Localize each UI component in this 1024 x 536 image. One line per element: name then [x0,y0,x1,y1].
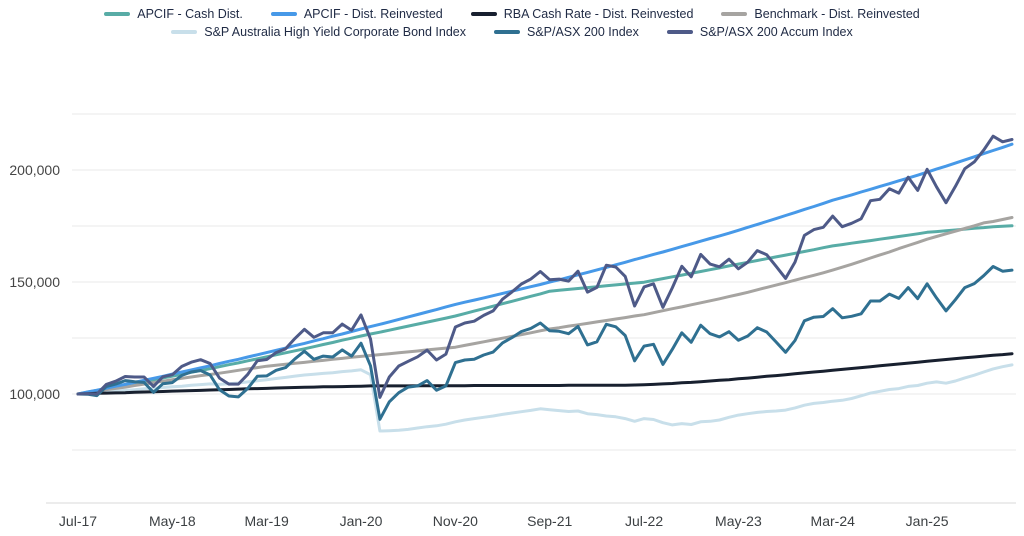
y-tick-label-100000: 100,000 [9,386,60,402]
legend-item-rba-cash-rate-dist-reinvested[interactable]: RBA Cash Rate - Dist. Reinvested [470,7,694,21]
x-tick-label-may-18: May-18 [148,513,196,529]
legend-item-s-p-asx-200-accum-index[interactable]: S&P/ASX 200 Accum Index [666,25,853,39]
legend-swatch-benchmark-dist-reinvested [721,12,748,16]
x-tick-label-nov-20: Nov-20 [432,513,478,529]
legend-swatch-apcif-cash-dist [104,12,131,16]
legend-label: RBA Cash Rate - Dist. Reinvested [503,7,694,21]
series-line-s-p-asx-200-index [76,265,1014,421]
series-line-benchmark-dist-reinvested [76,216,1014,396]
x-tick-label-may-23: May-23 [715,513,762,529]
legend-label: APCIF - Dist. Reinvested [303,7,443,21]
legend-label: S&P/ASX 200 Index [526,25,639,39]
x-tick-label-jan-20: Jan-20 [339,513,383,529]
x-tick-label-sep-21: Sep-21 [527,513,573,529]
y-tick-label-150000: 150,000 [9,274,60,290]
legend-item-benchmark-dist-reinvested[interactable]: Benchmark - Dist. Reinvested [721,7,920,21]
x-tick-label-mar-24: Mar-24 [810,513,855,529]
legend-row-2: S&P Australia High Yield Corporate Bond … [171,25,853,39]
legend-label: APCIF - Cash Dist. [137,7,243,21]
legend-swatch-s-p-asx-200-index [493,30,520,34]
x-tick-label-jul-17: Jul-17 [58,513,98,529]
legend-row-1: APCIF - Cash Dist. APCIF - Dist. Reinvest… [104,7,920,21]
x-tick-label-mar-19: Mar-19 [244,513,289,529]
chart-legend: APCIF - Cash Dist. APCIF - Dist. Reinvest… [0,7,1024,39]
legend-label: Benchmark - Dist. Reinvested [754,7,920,21]
series-line-apcif-dist-reinvested [76,142,1014,396]
legend-item-s-p-australia-high-yield-corporate-bond-index[interactable]: S&P Australia High Yield Corporate Bond … [171,25,466,39]
legend-label: S&P/ASX 200 Accum Index [699,25,853,39]
x-tick-label-jan-25: Jan-25 [905,513,949,529]
y-tick-label-200000: 200,000 [9,162,60,178]
legend-swatch-rba-cash-rate-dist-reinvested [470,12,497,16]
x-tick-label-jul-22: Jul-22 [624,513,664,529]
series-line-apcif-cash-dist [76,224,1014,396]
legend-swatch-s-p-australia-high-yield-corporate-bond-index [171,30,198,34]
legend-swatch-apcif-dist-reinvested [270,12,297,16]
legend-item-apcif-dist-reinvested[interactable]: APCIF - Dist. Reinvested [270,7,443,21]
legend-label: S&P Australia High Yield Corporate Bond … [204,25,466,39]
series-line-s-p-asx-200-accum-index [76,134,1014,399]
series-line-rba-cash-rate-dist-reinvested [76,352,1014,396]
legend-item-apcif-cash-dist[interactable]: APCIF - Cash Dist. [104,7,243,21]
legend-item-s-p-asx-200-index[interactable]: S&P/ASX 200 Index [493,25,639,39]
legend-swatch-s-p-asx-200-accum-index [666,30,693,34]
